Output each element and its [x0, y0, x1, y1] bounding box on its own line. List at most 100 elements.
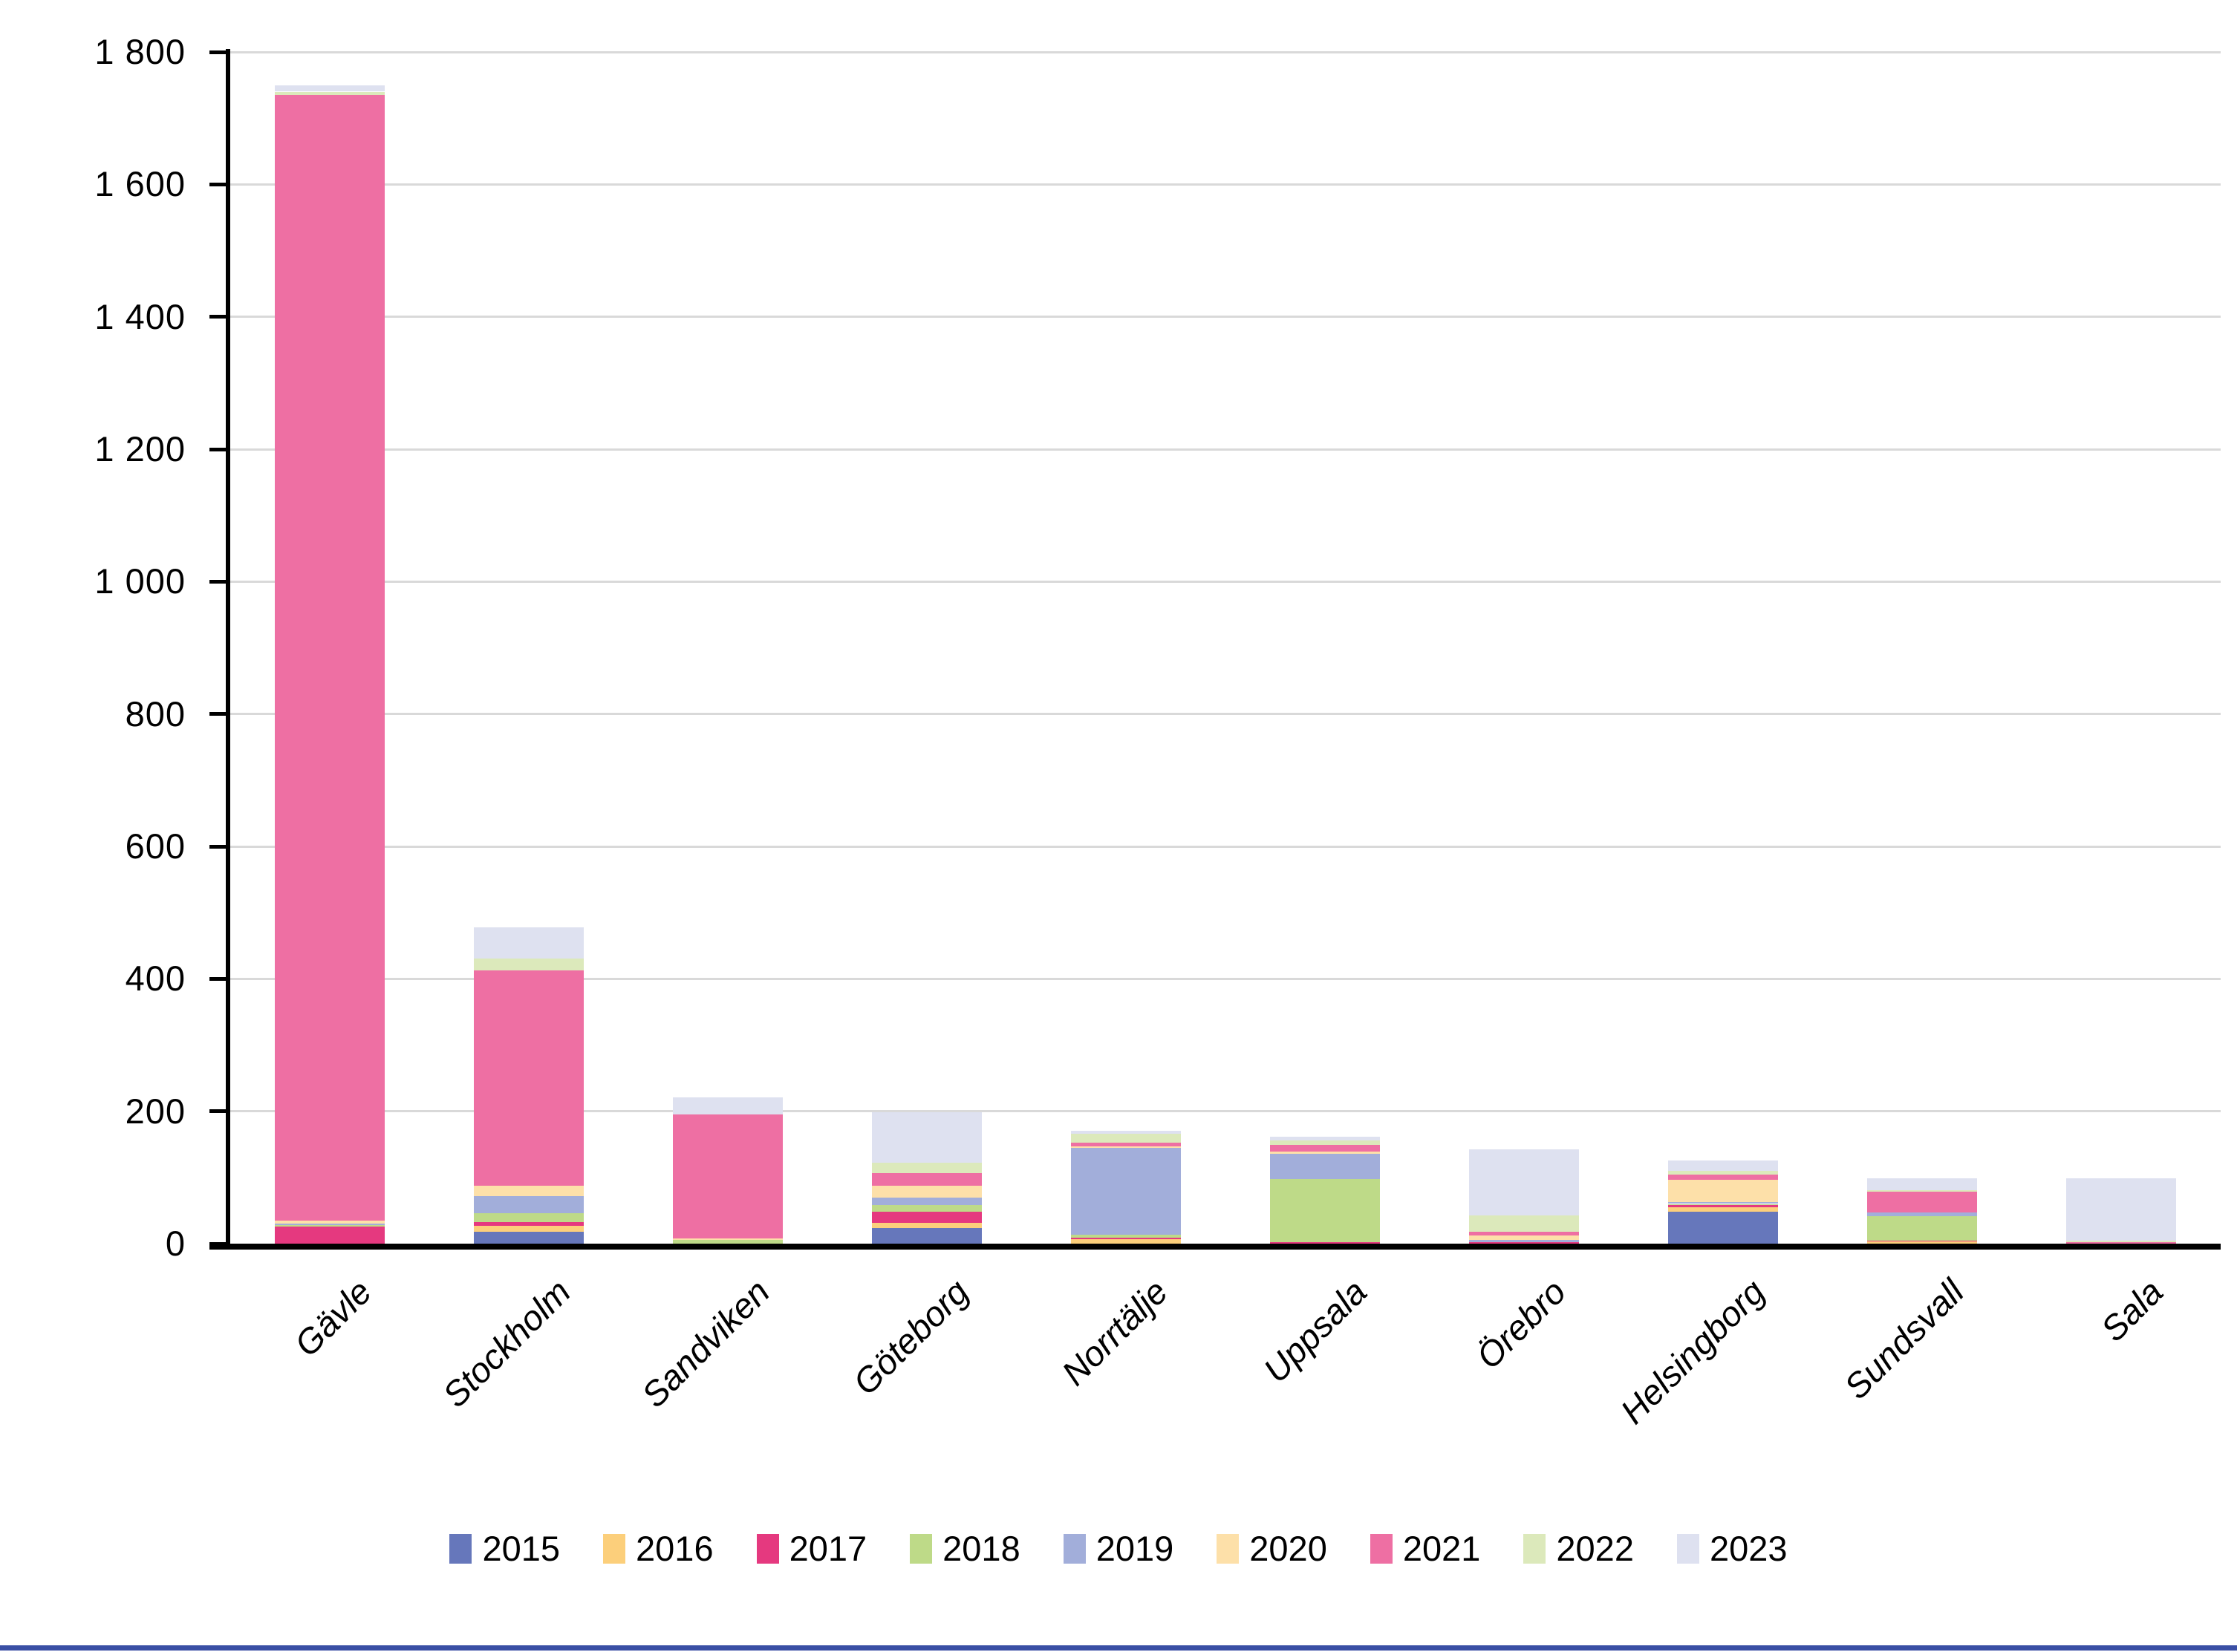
- y-axis-tick: [209, 579, 229, 584]
- y-axis-tick-label: 0: [165, 1224, 186, 1263]
- bar-norrtlje-segment-2020: [1071, 1146, 1181, 1148]
- y-axis-tick: [209, 712, 229, 716]
- bar-helsingborg-segment-2016: [1668, 1207, 1778, 1212]
- y-axis-tick-label: 1 600: [94, 164, 186, 204]
- bar-sala-segment-2021: [2066, 1242, 2176, 1244]
- legend: 2015 2016 2017 2018 2019 2020 2021 2022 2023: [0, 1531, 2237, 1566]
- bar-sundsvall-segment-2019: [1867, 1212, 1977, 1216]
- gridline: [230, 1110, 2221, 1113]
- legend-swatch-2021: [1370, 1533, 1393, 1564]
- legend-swatch-2016: [603, 1533, 626, 1564]
- legend-item-2021: 2021: [1370, 1529, 1481, 1568]
- legend-swatch-2020: [1217, 1533, 1240, 1564]
- bar-rebro-segment-2023: [1469, 1149, 1579, 1215]
- bar-uppsala-segment-2021: [1270, 1145, 1380, 1152]
- bar-uppsala-segment-2020: [1270, 1152, 1380, 1154]
- bar-stockholm-segment-2018: [474, 1212, 584, 1222]
- bar-stockholm-segment-2019: [474, 1195, 584, 1213]
- bar-sandviken-segment-2018: [673, 1239, 783, 1244]
- gridline: [230, 316, 2221, 319]
- bar-gvle-segment-2021: [275, 94, 385, 1221]
- bar-gteborg-segment-2015: [872, 1227, 982, 1244]
- gridline: [230, 580, 2221, 583]
- legend-item-2020: 2020: [1217, 1531, 1327, 1566]
- bar-sandviken-segment-2021: [673, 1114, 783, 1238]
- x-axis-line: [209, 1244, 2221, 1250]
- bar-sala-segment-2022: [2066, 1241, 2176, 1243]
- gridline: [230, 50, 2221, 53]
- legend-swatch-2022: [1523, 1533, 1546, 1564]
- bar-gteborg-segment-2018: [872, 1205, 982, 1212]
- bar-stockholm-segment-2021: [474, 970, 584, 1186]
- bar-sundsvall-segment-2022: [1867, 1189, 1977, 1192]
- legend-item-2017: 2017: [756, 1531, 867, 1566]
- legend-swatch-2015: [449, 1533, 472, 1564]
- y-axis-tick: [209, 182, 229, 186]
- bar-sundsvall-segment-2016: [1867, 1241, 1977, 1244]
- bar-helsingborg-segment-2022: [1668, 1170, 1778, 1175]
- legend-swatch-2018: [910, 1533, 933, 1564]
- y-axis-tick-label: 1 800: [94, 32, 186, 71]
- bar-stockholm-segment-2022: [474, 958, 584, 970]
- gridline: [230, 183, 2221, 186]
- bar-helsingborg-segment-2015: [1668, 1212, 1778, 1244]
- bar-gteborg-segment-2016: [872, 1223, 982, 1228]
- bar-rebro-segment-2020: [1469, 1235, 1579, 1240]
- bar-gvle-segment-2022: [275, 91, 385, 95]
- bar-sundsvall-segment-2017: [1867, 1240, 1977, 1242]
- y-axis-tick-label: 200: [125, 1091, 186, 1131]
- gridline: [230, 448, 2221, 451]
- bar-sandviken-segment-2020: [673, 1238, 783, 1240]
- bar-norrtlje-segment-2023: [1071, 1131, 1181, 1134]
- bar-helsingborg-segment-2019: [1668, 1201, 1778, 1204]
- y-axis-tick-label: 1 400: [94, 296, 186, 336]
- bar-rebro-segment-2022: [1469, 1215, 1579, 1232]
- bar-norrtlje-segment-2017: [1071, 1237, 1181, 1239]
- bar-gteborg-segment-2021: [872, 1172, 982, 1186]
- legend-label-2015: 2015: [482, 1529, 561, 1568]
- bar-sundsvall-segment-2021: [1867, 1192, 1977, 1213]
- bar-norrtlje-segment-2019: [1071, 1147, 1181, 1235]
- bar-uppsala-segment-2017: [1270, 1242, 1380, 1244]
- bar-sandviken-segment-2023: [673, 1097, 783, 1115]
- legend-swatch-2019: [1063, 1533, 1086, 1564]
- bar-gteborg-segment-2017: [872, 1212, 982, 1224]
- y-axis-tick-label: 400: [125, 959, 186, 999]
- bar-uppsala-segment-2018: [1270, 1178, 1380, 1243]
- legend-swatch-2017: [756, 1533, 779, 1564]
- bar-uppsala-segment-2022: [1270, 1140, 1380, 1146]
- legend-label-2023: 2023: [1709, 1529, 1788, 1568]
- bar-gvle-segment-2017: [275, 1226, 385, 1244]
- bar-gvle-segment-2023: [275, 85, 385, 92]
- legend-item-2015: 2015: [449, 1531, 560, 1566]
- legend-label-2021: 2021: [1402, 1529, 1481, 1568]
- legend-label-2019: 2019: [1095, 1529, 1174, 1568]
- bar-gvle-segment-2020: [275, 1220, 385, 1224]
- bar-rebro-segment-2017: [1469, 1242, 1579, 1244]
- bar-stockholm-segment-2016: [474, 1225, 584, 1232]
- gridline: [230, 977, 2221, 980]
- legend-swatch-2023: [1676, 1533, 1699, 1564]
- bar-norrtlje-segment-2016: [1071, 1238, 1181, 1244]
- bar-stockholm-segment-2017: [474, 1221, 584, 1226]
- y-axis-tick: [209, 315, 229, 319]
- legend-label-2016: 2016: [636, 1529, 714, 1568]
- bar-helsingborg-segment-2018: [1668, 1204, 1778, 1206]
- bar-uppsala-segment-2023: [1270, 1136, 1380, 1140]
- y-axis-tick-label: 800: [125, 693, 186, 734]
- bottom-border-rule: [0, 1645, 2237, 1651]
- bar-stockholm-segment-2015: [474, 1231, 584, 1244]
- y-axis-tick-label: 600: [125, 826, 186, 866]
- bar-helsingborg-segment-2023: [1668, 1160, 1778, 1171]
- gridline: [230, 845, 2221, 848]
- legend-label-2020: 2020: [1249, 1529, 1327, 1568]
- bar-gteborg-segment-2019: [872, 1197, 982, 1206]
- bar-norrtlje-segment-2022: [1071, 1133, 1181, 1143]
- legend-item-2019: 2019: [1063, 1529, 1174, 1568]
- legend-item-2023: 2023: [1676, 1529, 1788, 1568]
- y-axis-line: [226, 49, 230, 1250]
- bar-gvle-segment-2018: [275, 1225, 385, 1227]
- bar-helsingborg-segment-2021: [1668, 1175, 1778, 1180]
